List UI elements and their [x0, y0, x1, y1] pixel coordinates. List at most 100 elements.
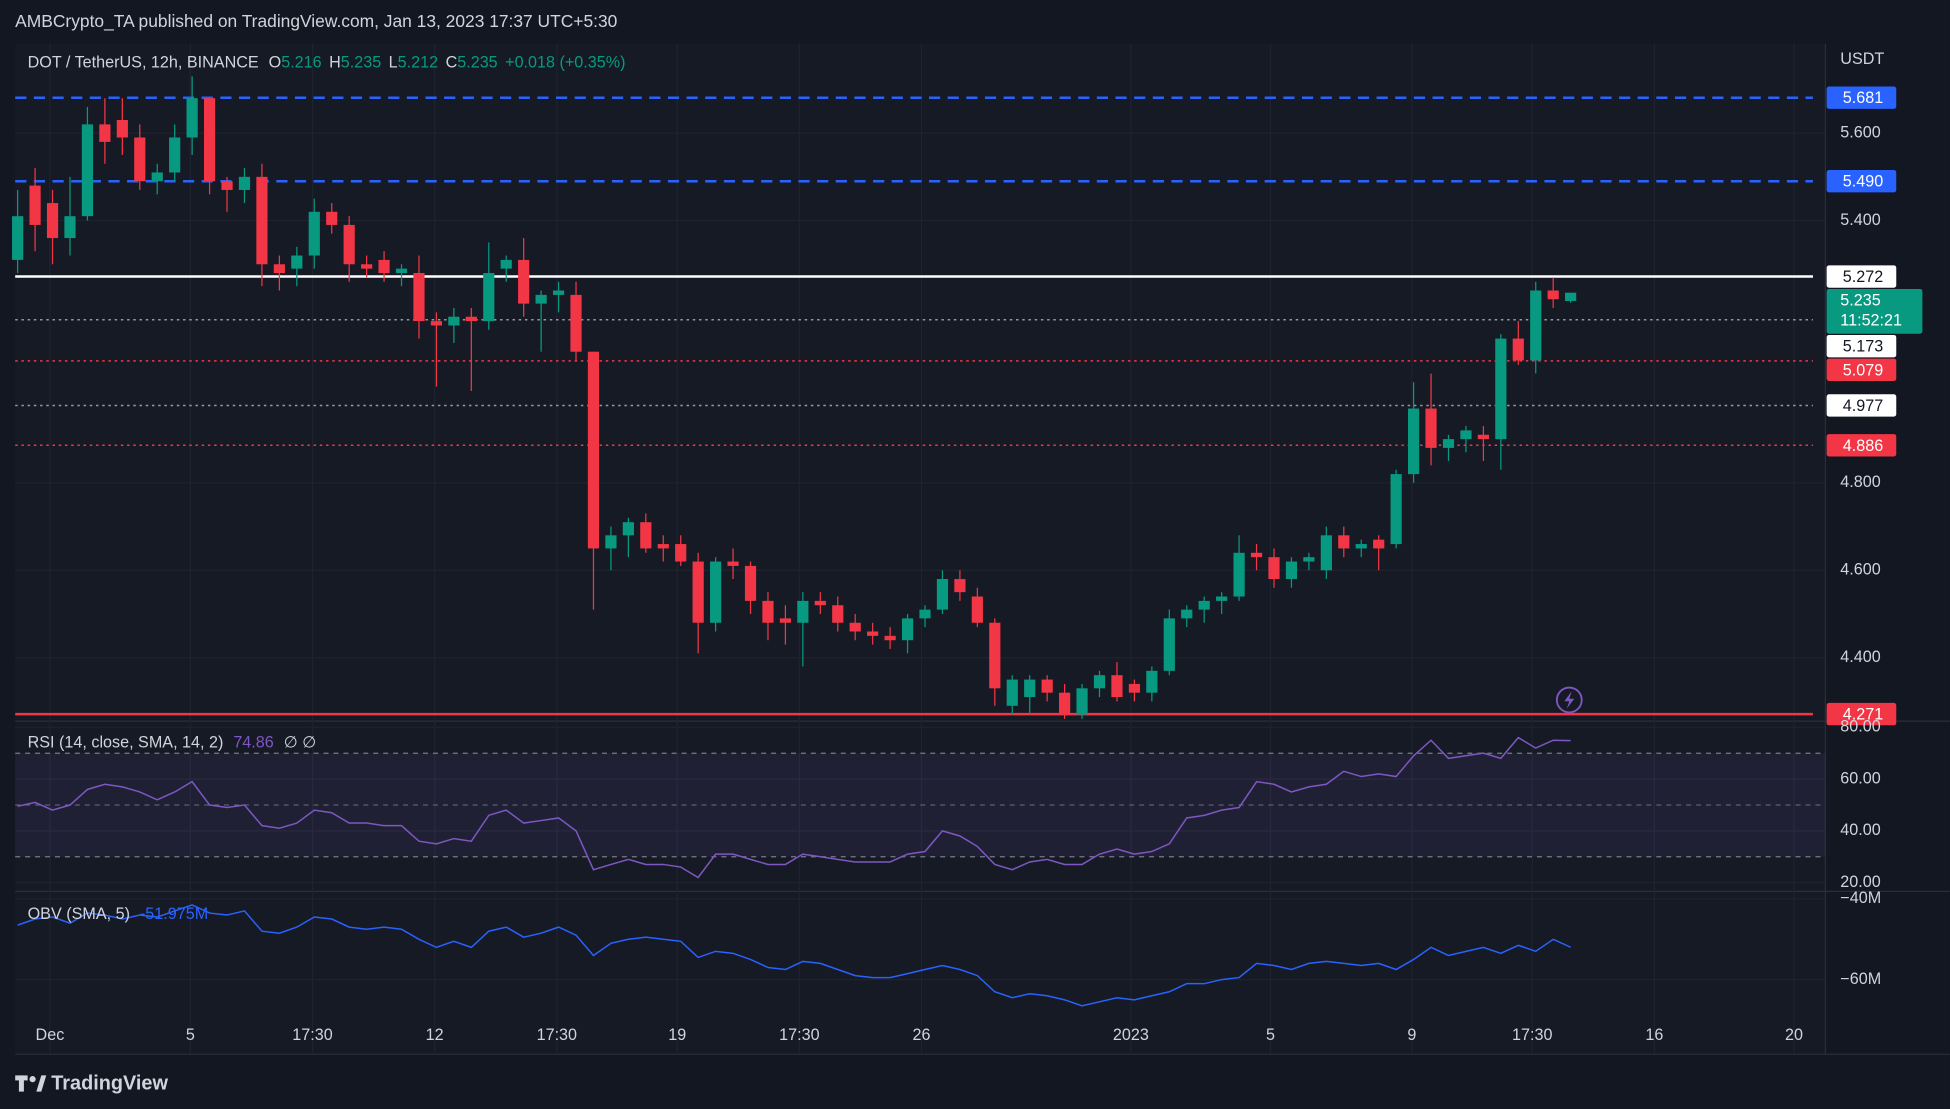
candle-body — [518, 259, 530, 304]
candle-body — [378, 259, 390, 274]
candle-body — [395, 268, 408, 274]
x-tick-label: 5 — [186, 1026, 195, 1044]
x-tick-label: 26 — [913, 1026, 931, 1044]
candle-body — [99, 124, 111, 142]
candle-body — [134, 137, 146, 182]
y-tick-label: 4.400 — [1840, 648, 1880, 666]
candle-body — [867, 631, 879, 636]
level-label: 5.079 — [1843, 361, 1883, 379]
candle-body — [605, 535, 617, 549]
candle-body — [1530, 290, 1542, 361]
candle-body — [12, 216, 24, 260]
legend: OBV (SMA, 5) -51.975M — [28, 905, 209, 923]
candle-body — [1024, 679, 1036, 698]
level-label-box — [1826, 334, 1897, 358]
level-label-box — [1826, 86, 1897, 109]
candle-body — [500, 259, 512, 269]
y-tick-label: 60.00 — [1840, 769, 1880, 787]
candle-body — [64, 216, 76, 239]
candle-body — [1512, 338, 1524, 361]
candle-body — [779, 618, 792, 623]
candle-body — [954, 579, 966, 593]
candle-body — [256, 176, 268, 265]
candle-body — [1373, 539, 1385, 549]
level-label-box — [1826, 170, 1897, 193]
legend-key: L — [389, 54, 398, 72]
legend-value: 74.86 — [233, 734, 273, 752]
candle-body — [203, 98, 216, 182]
candle-body — [1163, 618, 1175, 671]
candle-body — [919, 609, 931, 619]
candle-body — [1198, 600, 1210, 610]
level-label: 5.490 — [1843, 173, 1883, 191]
legend-value: 5.235 — [341, 54, 381, 72]
candle-body — [692, 561, 704, 623]
candle-body — [901, 618, 914, 641]
candle-body — [884, 635, 896, 641]
candle-body — [326, 211, 338, 225]
x-tick-label: 2023 — [1113, 1026, 1149, 1044]
y-tick-label: 20.00 — [1840, 873, 1880, 891]
publish-note: AMBCrypto_TA published on TradingView.co… — [15, 11, 617, 31]
candle-body — [675, 544, 687, 562]
legend-title: DOT / TetherUS, 12h, BINANCE — [28, 54, 259, 72]
indicator-line — [17, 904, 1571, 1007]
plot-background — [15, 43, 1826, 1055]
candle-body — [814, 600, 826, 606]
candle-body — [797, 600, 809, 623]
alert-icon — [1555, 686, 1583, 714]
level-label-box — [1826, 434, 1897, 457]
candle-body — [744, 565, 757, 601]
candle-body — [1181, 609, 1193, 619]
y-tick-label: 5.400 — [1840, 211, 1880, 229]
candle-body — [727, 561, 739, 566]
x-tick-label: Dec — [36, 1026, 65, 1044]
legend-value: 5.216 — [281, 54, 321, 72]
candle-body — [1407, 408, 1420, 475]
candle-body — [1268, 557, 1280, 580]
candle-body — [238, 176, 251, 190]
level-label-box — [1826, 358, 1897, 381]
candle-body — [936, 579, 949, 610]
level-label: 4.977 — [1843, 397, 1883, 415]
candle-body — [291, 255, 303, 269]
legend-flags: ∅ ∅ — [284, 734, 317, 752]
level-label: 5.272 — [1843, 268, 1883, 286]
legend-value: -51.975M — [140, 905, 208, 923]
candle-body — [1320, 535, 1332, 571]
level-label: 4.271 — [1843, 706, 1883, 724]
candle-body — [81, 124, 94, 217]
x-tick-label: 17:30 — [1512, 1026, 1552, 1044]
legend-title: RSI (14, close, SMA, 14, 2) — [28, 734, 224, 752]
candle-body — [1303, 557, 1315, 562]
candle-body — [343, 224, 355, 265]
legend-key: H — [329, 54, 341, 72]
candle-body — [971, 596, 983, 623]
candle-body — [1093, 675, 1106, 689]
candle-body — [1547, 290, 1559, 300]
candle-body — [1495, 338, 1507, 440]
candle-body — [570, 294, 582, 352]
x-tick-label: 16 — [1645, 1026, 1663, 1044]
x-tick-label: 17:30 — [779, 1026, 819, 1044]
candle-body — [1111, 675, 1123, 698]
legend: RSI (14, close, SMA, 14, 2) 74.86 ∅ ∅ — [28, 734, 317, 752]
candle-body — [29, 185, 41, 225]
level-label-box — [1826, 702, 1897, 726]
candle-body — [1565, 292, 1577, 301]
brand: TradingView — [51, 1072, 168, 1094]
level-label: 4.886 — [1843, 437, 1883, 455]
candle-body — [186, 98, 198, 138]
candle-body — [762, 600, 774, 623]
candle-body — [622, 522, 634, 536]
candle-body — [1041, 679, 1053, 693]
y-tick-label: 80.00 — [1840, 718, 1880, 736]
candle-body — [273, 264, 285, 274]
candle-body — [1059, 692, 1071, 715]
candle-body — [1250, 552, 1263, 558]
x-tick-label: 5 — [1266, 1026, 1275, 1044]
legend-key: O — [269, 54, 282, 72]
candle-body — [361, 264, 373, 269]
level-label-box — [1826, 394, 1897, 417]
